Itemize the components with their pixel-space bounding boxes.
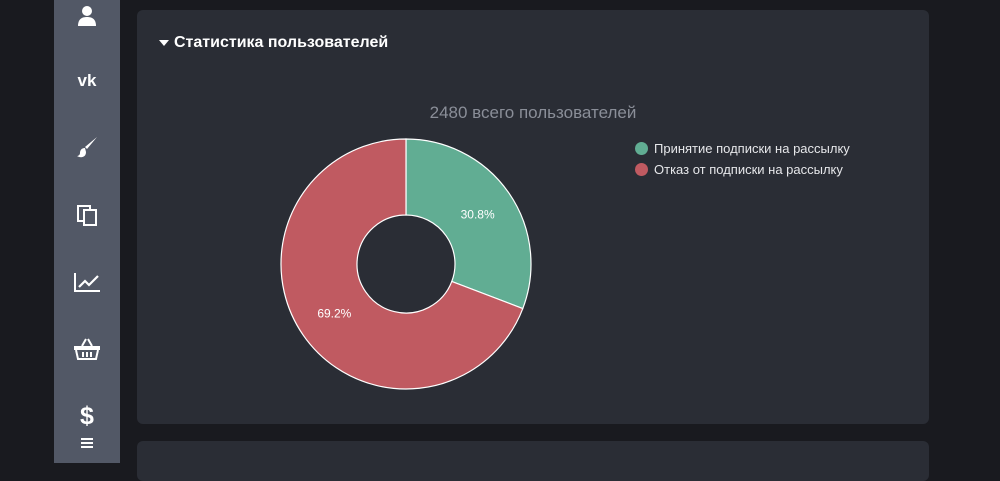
legend-label-accept: Принятие подписки на рассылку [654,141,850,156]
paintbrush-icon [75,135,99,159]
svg-text:vk: vk [78,71,97,89]
panel-header-toggle[interactable]: Статистика пользователей [159,34,388,52]
donut-slice-accept[interactable] [405,138,532,310]
chart-legend: Принятие подписки на рассылку Отказ от п… [635,138,850,180]
donut-chart: 30.8% 69.2% [280,138,532,390]
copy-icon [75,203,99,227]
sidebar-item-shop[interactable] [54,329,120,369]
sidebar-item-copy[interactable] [54,195,120,235]
panel-title: Статистика пользователей [174,34,389,51]
secondary-panel [137,441,929,481]
legend-dot-decline [635,163,648,176]
donut-slice-decline[interactable] [280,138,524,390]
sidebar-item-analytics[interactable] [54,262,120,302]
legend-item-accept[interactable]: Принятие подписки на рассылку [635,138,850,159]
caret-down-icon [159,40,169,46]
sidebar: vk $ [54,0,120,463]
menu-icon [80,437,94,449]
chart-title: 2480 всего пользователей [429,103,637,122]
user-stats-panel: Статистика пользователей 2480 всего поль… [137,10,929,424]
sidebar-item-profile[interactable] [54,0,120,35]
vk-icon: vk [73,71,101,89]
legend-dot-accept [635,142,648,155]
sidebar-item-vk[interactable]: vk [54,60,120,100]
svg-text:$: $ [80,402,94,429]
sidebar-menu-button[interactable] [54,425,120,461]
slice-label-accept: 30.8% [461,208,495,222]
basket-icon [72,337,102,361]
legend-label-decline: Отказ от подписки на рассылку [654,162,843,177]
user-icon [76,4,98,26]
sidebar-item-payments[interactable]: $ [54,395,120,435]
slice-label-decline: 69.2% [317,306,351,320]
chart-line-icon [73,271,101,293]
sidebar-item-design[interactable] [54,127,120,167]
legend-item-decline[interactable]: Отказ от подписки на рассылку [635,159,850,180]
dollar-icon: $ [77,401,97,429]
